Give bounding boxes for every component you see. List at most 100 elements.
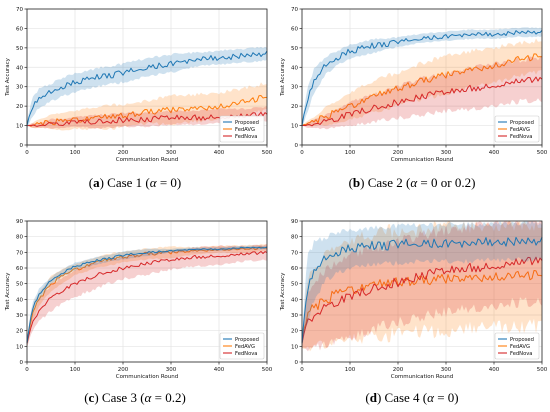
legend-label-fedavg: FedAVG <box>510 344 530 350</box>
series-line-proposed <box>301 29 543 126</box>
x-tick-label: 500 <box>262 150 273 156</box>
y-tick-label: 80 <box>16 235 23 241</box>
x-tick-label: 0 <box>300 367 304 373</box>
caption-alpha: α <box>410 175 418 190</box>
caption-a: (a) Case 1 (α = 0) <box>88 175 182 190</box>
series-band-proposed <box>302 27 542 130</box>
caption-text: Case 2 ( <box>367 175 411 190</box>
caption-d: (d) Case 4 (α = 0) <box>365 390 459 405</box>
legend-label-fednova: FedNova <box>510 134 533 140</box>
y-axis-label: Test Accuracy <box>5 272 11 311</box>
y-tick-label: 30 <box>16 85 23 91</box>
x-axis-label: Communication Round <box>116 374 179 380</box>
y-tick-label: 50 <box>16 282 23 288</box>
legend-label-fedavg: FedAVG <box>235 344 255 350</box>
series-band-fedavg <box>27 243 267 348</box>
y-tick-label: 30 <box>291 313 298 319</box>
plot-frame <box>301 8 543 146</box>
x-tick-label: 100 <box>70 150 81 156</box>
y-tick-label: 0 <box>295 143 299 149</box>
y-tick-label: 10 <box>291 344 298 350</box>
series-line-fednova <box>301 76 543 127</box>
caption-letter: d <box>369 390 377 405</box>
caption-c: (c) Case 3 (α = 0.2) <box>84 390 186 405</box>
series-line-proposed <box>26 50 268 126</box>
legend-label-fednova: FedNova <box>235 351 258 357</box>
caption-alpha: α <box>427 390 434 405</box>
series-band-fednova <box>302 221 542 352</box>
y-tick-label: 70 <box>16 250 23 256</box>
caption-text: = 0) <box>433 390 459 405</box>
y-tick-label: 60 <box>291 266 298 272</box>
y-tick-label: 20 <box>16 104 23 110</box>
series-band-fednova <box>27 243 267 348</box>
legend-label-proposed: Proposed <box>510 337 534 343</box>
y-tick-label: 40 <box>16 65 23 71</box>
caption-text: = 0) <box>156 175 182 190</box>
x-tick-label: 200 <box>393 367 404 373</box>
x-tick-label: 200 <box>393 150 404 156</box>
y-tick-label: 30 <box>291 85 298 91</box>
y-tick-label: 50 <box>291 46 298 52</box>
caption-text: = 0.2) <box>151 390 186 405</box>
plot-frame <box>301 220 543 363</box>
y-tick-label: 0 <box>20 360 24 366</box>
x-tick-label: 400 <box>489 150 500 156</box>
y-tick-label: 90 <box>16 219 23 225</box>
caption-text: Case 4 ( <box>384 390 428 405</box>
y-tick-label: 30 <box>16 313 23 319</box>
chart-panel-c: 0 100 200 300 400 500 0 10 20 30 40 50 60 70 80 90 Commu… <box>5 219 273 380</box>
series-line-fednova <box>26 250 268 344</box>
y-tick-label: 10 <box>16 344 23 350</box>
y-tick-label: 10 <box>291 124 298 130</box>
y-tick-label: 90 <box>291 219 298 225</box>
y-tick-label: 40 <box>291 297 298 303</box>
x-tick-label: 0 <box>300 150 304 156</box>
y-axis-label: Test Accuracy <box>280 57 286 96</box>
y-tick-label: 70 <box>16 7 23 13</box>
x-tick-label: 300 <box>166 367 177 373</box>
y-tick-label: 0 <box>20 143 24 149</box>
series-band-proposed <box>302 221 542 348</box>
legend-label-fedavg: FedAVG <box>235 127 255 133</box>
y-tick-label: 40 <box>291 65 298 71</box>
legend-label-fedavg: FedAVG <box>510 127 530 133</box>
x-tick-label: 200 <box>118 367 129 373</box>
legend-label-proposed: Proposed <box>235 120 259 126</box>
series-line-fednova <box>301 256 543 344</box>
y-tick-label: 60 <box>16 266 23 272</box>
y-tick-label: 20 <box>291 329 298 335</box>
y-axis-label: Test Accuracy <box>280 272 286 311</box>
legend-label-proposed: Proposed <box>235 337 259 343</box>
caption-letter: c <box>88 390 95 405</box>
y-tick-label: 80 <box>291 235 298 241</box>
plot-frame <box>26 220 268 363</box>
x-tick-label: 100 <box>345 150 356 156</box>
y-tick-label: 20 <box>16 329 23 335</box>
chart-panel-b: 0 100 200 300 400 500 0 10 20 30 40 50 60 70 Communica… <box>280 7 548 163</box>
x-tick-label: 300 <box>166 150 177 156</box>
y-axis-label: Test Accuracy <box>5 57 11 96</box>
x-tick-label: 500 <box>262 367 273 373</box>
caption-alpha: α <box>144 390 152 405</box>
series-band-fedavg <box>302 221 542 352</box>
caption-text: Case 1 ( <box>107 175 150 190</box>
caption-b: (b) Case 2 (α = 0 or 0.2) <box>348 175 476 190</box>
x-tick-label: 0 <box>25 367 29 373</box>
x-tick-label: 100 <box>345 367 356 373</box>
caption-text: Case 3 ( <box>101 390 145 405</box>
plot-frame <box>26 8 268 146</box>
y-tick-label: 60 <box>291 26 298 32</box>
y-tick-label: 10 <box>16 124 23 130</box>
x-tick-label: 0 <box>25 150 29 156</box>
y-tick-label: 50 <box>291 282 298 288</box>
series-line-fedavg <box>26 95 268 127</box>
x-tick-label: 200 <box>118 150 129 156</box>
series-band-fedavg <box>302 38 542 127</box>
series-line-proposed <box>26 246 268 344</box>
x-axis-label: Communication Round <box>391 374 454 380</box>
y-tick-label: 70 <box>291 7 298 13</box>
